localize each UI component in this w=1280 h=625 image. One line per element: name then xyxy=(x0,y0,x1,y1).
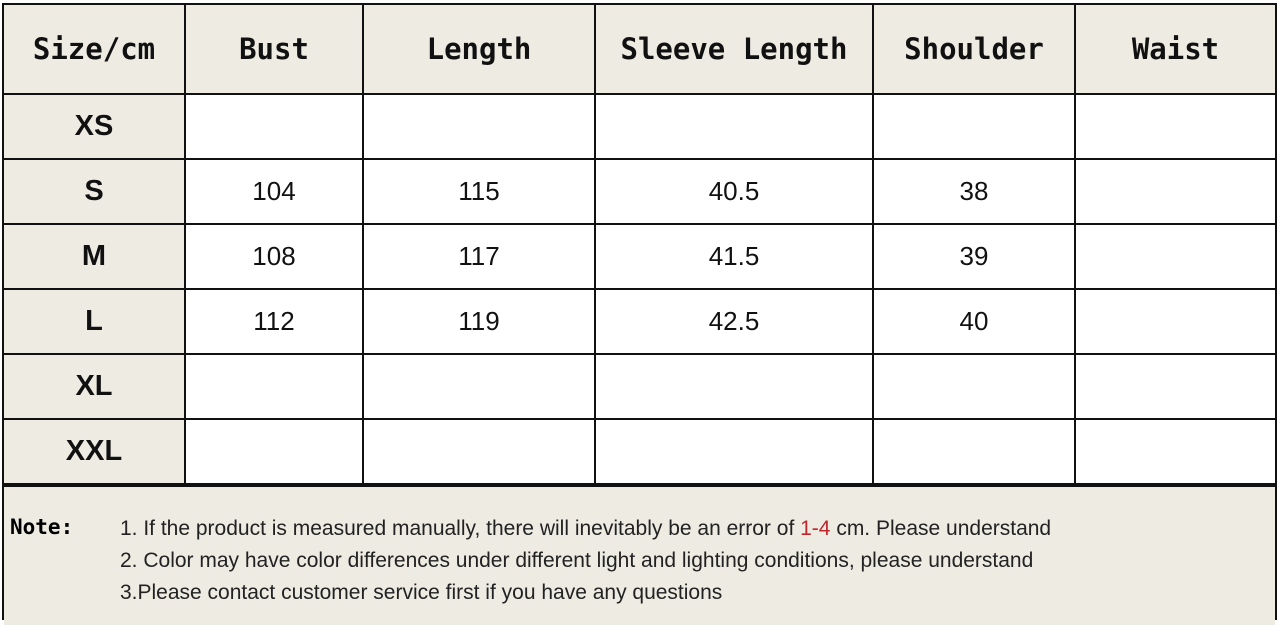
size-label: M xyxy=(4,223,186,290)
table-cell: 42.5 xyxy=(594,288,874,355)
table-cell xyxy=(1074,223,1275,290)
note-1-text-end: cm. Please understand xyxy=(830,517,1052,540)
table-cell xyxy=(184,418,364,485)
header-row: Size/cm Bust Length Sleeve Length Should… xyxy=(4,5,1275,95)
table-row: XXL xyxy=(4,418,1275,485)
table-cell: 40 xyxy=(872,288,1076,355)
table-cell xyxy=(362,93,596,160)
table-cell xyxy=(362,418,596,485)
table-cell xyxy=(594,93,874,160)
table-cell xyxy=(362,353,596,420)
table-cell xyxy=(1074,93,1275,160)
size-label: S xyxy=(4,158,186,225)
table-cell xyxy=(872,93,1076,160)
size-table: Size/cm Bust Length Sleeve Length Should… xyxy=(4,5,1275,485)
table-cell xyxy=(872,418,1076,485)
note-1-error-range: 1-4 xyxy=(800,517,831,540)
table-row: S 104 115 40.5 38 xyxy=(4,158,1275,225)
table-cell: 38 xyxy=(872,158,1076,225)
note-label: Note: xyxy=(10,515,74,539)
table-cell: 112 xyxy=(184,288,364,355)
table-cell xyxy=(184,353,364,420)
size-label: XS xyxy=(4,93,186,160)
size-label: L xyxy=(4,288,186,355)
size-chart: Size/cm Bust Length Sleeve Length Should… xyxy=(2,3,1277,625)
table-cell xyxy=(594,418,874,485)
table-row: L 112 119 42.5 40 xyxy=(4,288,1275,355)
size-label: XL xyxy=(4,353,186,420)
header-bust: Bust xyxy=(184,5,364,95)
note-line-1: 1. If the product is measured manually, … xyxy=(120,513,1051,545)
table-cell xyxy=(872,353,1076,420)
header-length: Length xyxy=(362,5,596,95)
notes-section: Note: 1. If the product is measured manu… xyxy=(4,485,1275,625)
table-cell xyxy=(1074,158,1275,225)
note-line-2: 2. Color may have color differences unde… xyxy=(120,549,1034,572)
table-row: XL xyxy=(4,353,1275,420)
table-cell: 115 xyxy=(362,158,596,225)
table-cell: 39 xyxy=(872,223,1076,290)
table-cell xyxy=(184,93,364,160)
table-row: M 108 117 41.5 39 xyxy=(4,223,1275,290)
table-cell xyxy=(1074,288,1275,355)
table-cell: 108 xyxy=(184,223,364,290)
header-shoulder: Shoulder xyxy=(872,5,1076,95)
table-cell xyxy=(1074,418,1275,485)
size-label: XXL xyxy=(4,418,186,485)
header-sleeve-length: Sleeve Length xyxy=(594,5,874,95)
header-size: Size/cm xyxy=(4,5,186,95)
note-line-3: 3.Please contact customer service first … xyxy=(120,581,723,604)
table-cell: 104 xyxy=(184,158,364,225)
table-cell: 40.5 xyxy=(594,158,874,225)
table-cell: 119 xyxy=(362,288,596,355)
note-1-text: 1. If the product is measured manually, … xyxy=(120,517,801,540)
table-row: XS xyxy=(4,93,1275,160)
table-cell xyxy=(594,353,874,420)
table-cell: 41.5 xyxy=(594,223,874,290)
table-cell xyxy=(1074,353,1275,420)
table-cell: 117 xyxy=(362,223,596,290)
header-waist: Waist xyxy=(1074,5,1275,95)
